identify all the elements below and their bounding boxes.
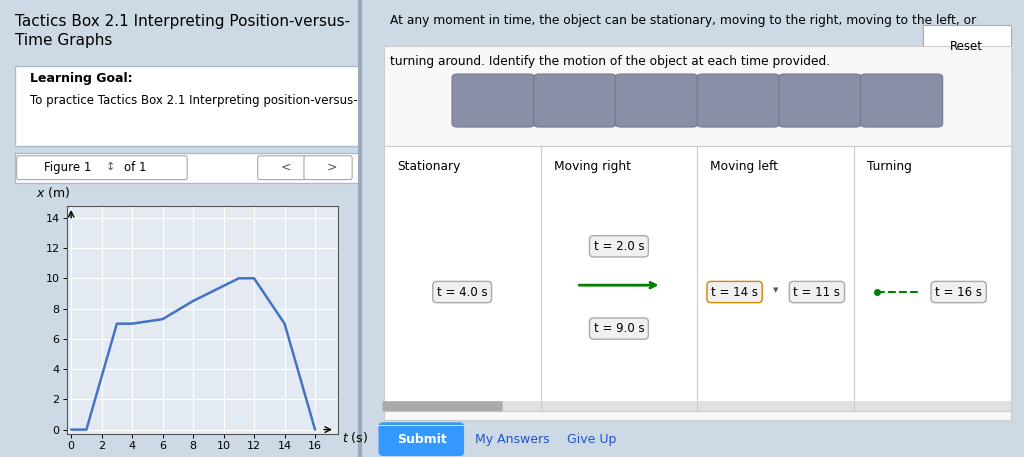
FancyBboxPatch shape [384, 401, 1011, 411]
FancyBboxPatch shape [452, 74, 535, 127]
Text: of 1: of 1 [124, 161, 146, 174]
Text: t = 4.0 s: t = 4.0 s [437, 286, 487, 298]
Text: ↕: ↕ [105, 162, 115, 172]
Text: ▼: ▼ [773, 287, 778, 293]
Text: Moving left: Moving left [711, 160, 778, 173]
Text: Turning: Turning [867, 160, 912, 173]
Text: t = 9.0 s: t = 9.0 s [594, 322, 644, 335]
Text: >: > [327, 161, 337, 174]
Text: Figure 1: Figure 1 [44, 161, 92, 174]
Text: Moving right: Moving right [554, 160, 631, 173]
Text: Learning Goal:: Learning Goal: [30, 72, 132, 85]
FancyBboxPatch shape [697, 74, 779, 127]
Text: To practice Tactics Box 2.1 Interpreting position-versus-: To practice Tactics Box 2.1 Interpreting… [30, 94, 357, 106]
FancyBboxPatch shape [14, 66, 359, 146]
Text: Tactics Box 2.1 Interpreting Position-versus-
Time Graphs: Tactics Box 2.1 Interpreting Position-ve… [14, 14, 350, 48]
FancyBboxPatch shape [384, 46, 1011, 420]
FancyBboxPatch shape [16, 156, 187, 180]
FancyBboxPatch shape [923, 25, 1011, 69]
FancyBboxPatch shape [615, 74, 697, 127]
Text: turning around. Identify the motion of the object at each time provided.: turning around. Identify the motion of t… [390, 55, 830, 68]
FancyBboxPatch shape [384, 146, 1011, 411]
Text: <: < [281, 161, 291, 174]
Text: $\it{x}$ (m): $\it{x}$ (m) [36, 185, 70, 200]
FancyBboxPatch shape [860, 74, 943, 127]
Text: Submit: Submit [396, 433, 446, 446]
Text: At any moment in time, the object can be stationary, moving to the right, moving: At any moment in time, the object can be… [390, 14, 977, 27]
Text: t = 16 s: t = 16 s [935, 286, 982, 298]
Text: Reset: Reset [950, 40, 983, 53]
Text: t = 11 s: t = 11 s [794, 286, 841, 298]
Text: t = 2.0 s: t = 2.0 s [594, 240, 644, 253]
FancyBboxPatch shape [778, 74, 861, 127]
FancyBboxPatch shape [534, 74, 616, 127]
FancyBboxPatch shape [382, 401, 503, 411]
Text: Stationary: Stationary [397, 160, 460, 173]
Text: Give Up: Give Up [566, 433, 616, 446]
Text: My Answers: My Answers [475, 433, 550, 446]
FancyBboxPatch shape [258, 156, 306, 180]
FancyBboxPatch shape [379, 422, 464, 456]
FancyBboxPatch shape [14, 153, 359, 183]
Text: t = 14 s: t = 14 s [711, 286, 758, 298]
Text: $\it{t}$ (s): $\it{t}$ (s) [342, 430, 369, 445]
FancyBboxPatch shape [304, 156, 352, 180]
